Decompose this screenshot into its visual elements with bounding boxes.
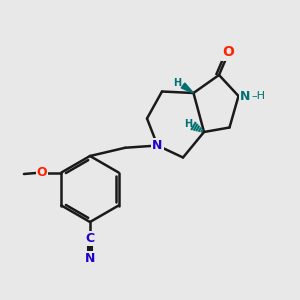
- Polygon shape: [181, 83, 194, 93]
- Text: N: N: [152, 139, 163, 152]
- Text: N: N: [85, 251, 95, 265]
- Text: O: O: [222, 46, 234, 59]
- Text: H: H: [173, 78, 181, 88]
- Text: O: O: [37, 166, 47, 179]
- Text: C: C: [85, 232, 94, 245]
- Text: –H: –H: [251, 91, 265, 101]
- Text: N: N: [240, 89, 250, 103]
- Text: H: H: [184, 118, 193, 129]
